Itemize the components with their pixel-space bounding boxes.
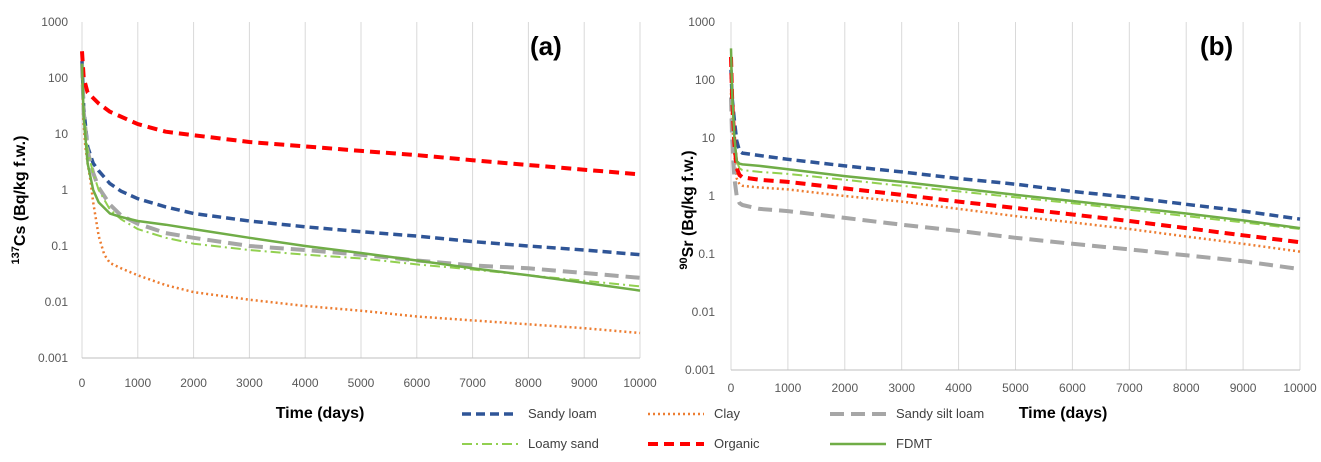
panel-b-y-tick-0.1: 0.1 <box>698 247 715 261</box>
panel-b-y-axis-title: 90Sr (Bq/kg f.w.) <box>678 150 697 269</box>
panel-a-x-tick-4000: 4000 <box>292 376 319 390</box>
panel-b-x-tick-8000: 8000 <box>1173 381 1200 395</box>
panel-b-series-sandy-loam <box>729 69 1301 221</box>
panel-a-y-tick-10: 10 <box>55 127 69 141</box>
panel-a-y-tick-1: 1 <box>61 183 68 197</box>
panel-a-y-tick-100: 100 <box>48 71 68 85</box>
legend-item-sandy-silt-loam: Sandy silt loam <box>830 406 984 421</box>
panel-a: (a) Time (days) 137Cs (Bq/kg f.w.) 0 1000… <box>10 15 657 422</box>
legend-label: FDMT <box>896 436 932 451</box>
legend-label: Organic <box>714 436 760 451</box>
panel-a-x-tick-2000: 2000 <box>180 376 207 390</box>
panel-a-series <box>80 51 641 335</box>
panel-b-y-tick-100: 100 <box>695 73 715 87</box>
legend-item-sandy-loam: Sandy loam <box>462 406 597 421</box>
panel-a-x-tick-6000: 6000 <box>403 376 430 390</box>
panel-a-x-tick-10000: 10000 <box>623 376 657 390</box>
panel-a-x-tick-8000: 8000 <box>515 376 542 390</box>
legend-label: Sandy silt loam <box>896 406 984 421</box>
panel-b-x-tick-10000: 10000 <box>1283 381 1317 395</box>
panel-a-x-tick-3000: 3000 <box>236 376 263 390</box>
panel-b-x-axis-title: Time (days) <box>1019 405 1108 422</box>
panel-b-y-tick-10: 10 <box>702 131 716 145</box>
legend-label: Loamy sand <box>528 436 599 451</box>
panel-b-label: (b) <box>1200 31 1233 61</box>
panel-b-x-tick-9000: 9000 <box>1230 381 1257 395</box>
legend-item-loamy-sand: Loamy sand <box>462 436 599 451</box>
panel-a-y-tick-0.1: 0.1 <box>51 239 68 253</box>
panel-b-series-sandy-silt-loam <box>729 97 1301 272</box>
panel-a-x-tick-5000: 5000 <box>348 376 375 390</box>
panel-b-y-axis-title-superscript: 90 <box>678 257 690 269</box>
panel-a-x-tick-9000: 9000 <box>571 376 598 390</box>
panel-a-y-tick-1000: 1000 <box>41 15 68 29</box>
panel-a-gridlines <box>81 22 641 359</box>
panel-a-y-tick-0.001: 0.001 <box>38 351 68 365</box>
legend-label: Sandy loam <box>528 406 597 421</box>
panel-b-tick-labels: 0 1000 2000 3000 4000 5000 6000 7000 8000 9000 100… <box>685 15 1317 395</box>
panel-a-series-sandy-loam <box>80 61 641 257</box>
panel-a-series-organic <box>80 51 641 177</box>
panel-b-x-tick-1000: 1000 <box>775 381 802 395</box>
panel-a-y-axis-title-superscript: 137 <box>10 246 22 264</box>
panel-b-x-tick-3000: 3000 <box>888 381 915 395</box>
legend-label: Clay <box>714 406 741 421</box>
panel-b-y-tick-1000: 1000 <box>688 15 715 29</box>
panel-b-y-tick-1: 1 <box>708 189 715 203</box>
legend-item-organic: Organic <box>648 436 760 451</box>
panel-b-x-tick-0: 0 <box>728 381 735 395</box>
panel-a-y-axis-title: 137Cs (Bq/kg f.w.) <box>10 136 29 265</box>
panel-a-tick-labels: 0 1000 2000 3000 4000 5000 6000 7000 8000 9000 100… <box>38 15 657 390</box>
panel-a-series-loamy-sand <box>81 63 641 288</box>
panel-b-x-tick-7000: 7000 <box>1116 381 1143 395</box>
panel-a-x-tick-7000: 7000 <box>459 376 486 390</box>
panel-b-x-tick-5000: 5000 <box>1002 381 1029 395</box>
panel-b-series <box>729 48 1301 272</box>
panel-a-series-fdmt <box>80 63 641 292</box>
panel-b: (b) Time (days) 90Sr (Bq/kg f.w.) 0 1000 2… <box>678 15 1317 422</box>
panel-b-y-axis-title-main: Sr (Bq/kg f.w.) <box>680 150 697 257</box>
panel-a-y-axis-title-main: Cs (Bq/kg f.w.) <box>12 136 29 247</box>
legend-item-clay: Clay <box>648 406 741 421</box>
panel-b-x-tick-4000: 4000 <box>945 381 972 395</box>
panel-b-y-tick-0.001: 0.001 <box>685 363 715 377</box>
panel-b-x-tick-2000: 2000 <box>831 381 858 395</box>
legend-item-fdmt: FDMT <box>830 436 932 451</box>
panel-a-x-axis-title: Time (days) <box>276 405 365 422</box>
panel-b-y-tick-0.01: 0.01 <box>692 305 716 319</box>
panel-b-x-tick-6000: 6000 <box>1059 381 1086 395</box>
panel-a-label: (a) <box>530 31 562 61</box>
panel-a-y-tick-0.01: 0.01 <box>45 295 69 309</box>
panel-a-x-tick-1000: 1000 <box>124 376 151 390</box>
panel-b-series-fdmt <box>729 48 1301 230</box>
legend: Sandy loam Clay Sandy silt loam Loamy sand O… <box>462 406 984 451</box>
panel-a-x-tick-0: 0 <box>79 376 86 390</box>
